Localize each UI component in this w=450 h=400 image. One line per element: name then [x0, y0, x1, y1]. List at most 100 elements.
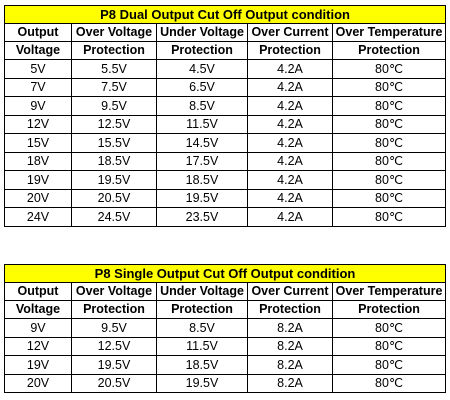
cell-under-voltage: 6.5V: [156, 77, 248, 97]
column-header-over-voltage: Over Voltage: [71, 23, 157, 42]
cell-under-voltage: 19.5V: [156, 188, 248, 208]
cell-over-temperature: 80℃: [331, 207, 447, 227]
cell-over-temperature: 80℃: [331, 336, 447, 356]
single-output-table: P8 Single Output Cut Off Output conditio…: [3, 264, 447, 393]
column-header-over-temperature: Over Temperature: [331, 23, 447, 42]
table-row: 7V 7.5V 6.5V 4.2A 80℃: [4, 77, 447, 97]
header-row: Output Over Voltage Under Voltage Over C…: [4, 23, 447, 42]
column-header-voltage: Voltage: [4, 300, 72, 319]
cell-over-current: 8.2A: [247, 318, 333, 338]
cell-over-temperature: 80℃: [331, 96, 447, 116]
cell-over-current: 4.2A: [247, 151, 333, 171]
cell-under-voltage: 23.5V: [156, 207, 248, 227]
cell-output-voltage: 12V: [4, 336, 72, 356]
table-row: 12V 12.5V 11.5V 8.2A 80℃: [4, 336, 447, 356]
cell-over-voltage: 15.5V: [71, 133, 157, 153]
column-header-protection: Protection: [71, 41, 157, 60]
column-header-protection: Protection: [331, 300, 447, 319]
table-row: 19V 19.5V 18.5V 8.2A 80℃: [4, 355, 447, 375]
table-row: 19V 19.5V 18.5V 4.2A 80℃: [4, 170, 447, 190]
cell-over-temperature: 80℃: [331, 318, 447, 338]
cell-output-voltage: 9V: [4, 96, 72, 116]
cell-output-voltage: 19V: [4, 170, 72, 190]
cell-over-voltage: 19.5V: [71, 170, 157, 190]
table-title: P8 Dual Output Cut Off Output condition: [3, 5, 447, 24]
cell-output-voltage: 19V: [4, 355, 72, 375]
column-header-under-voltage: Under Voltage: [156, 23, 248, 42]
column-header-protection: Protection: [156, 41, 248, 60]
table-row: 24V 24.5V 23.5V 4.2A 80℃: [4, 207, 447, 227]
table-row: 15V 15.5V 14.5V 4.2A 80℃: [4, 133, 447, 153]
table-row: 20V 20.5V 19.5V 8.2A 80℃: [4, 373, 447, 393]
cell-under-voltage: 11.5V: [156, 336, 248, 356]
cell-over-voltage: 20.5V: [71, 373, 157, 393]
cell-under-voltage: 4.5V: [156, 59, 248, 79]
cell-over-voltage: 9.5V: [71, 96, 157, 116]
cell-under-voltage: 18.5V: [156, 355, 248, 375]
cell-under-voltage: 17.5V: [156, 151, 248, 171]
column-header-protection: Protection: [71, 300, 157, 319]
column-header-over-current: Over Current: [247, 23, 333, 42]
cell-over-voltage: 19.5V: [71, 355, 157, 375]
table-title: P8 Single Output Cut Off Output conditio…: [3, 264, 447, 283]
column-header-protection: Protection: [247, 41, 333, 60]
cell-over-current: 4.2A: [247, 114, 333, 134]
cell-over-voltage: 24.5V: [71, 207, 157, 227]
column-header-protection: Protection: [331, 41, 447, 60]
table-row: 9V 9.5V 8.5V 4.2A 80℃: [4, 96, 447, 116]
cell-output-voltage: 24V: [4, 207, 72, 227]
cell-over-temperature: 80℃: [331, 188, 447, 208]
cell-output-voltage: 20V: [4, 188, 72, 208]
cell-under-voltage: 8.5V: [156, 318, 248, 338]
cell-over-temperature: 80℃: [331, 373, 447, 393]
cell-under-voltage: 18.5V: [156, 170, 248, 190]
cell-over-temperature: 80℃: [331, 151, 447, 171]
cell-under-voltage: 8.5V: [156, 96, 248, 116]
cell-output-voltage: 15V: [4, 133, 72, 153]
table-row: 18V 18.5V 17.5V 4.2A 80℃: [4, 151, 447, 171]
cell-over-current: 4.2A: [247, 59, 333, 79]
cell-under-voltage: 19.5V: [156, 373, 248, 393]
column-header-over-current: Over Current: [247, 282, 333, 301]
cell-over-current: 8.2A: [247, 373, 333, 393]
header-row: Voltage Protection Protection Protection…: [4, 41, 447, 60]
column-header-protection: Protection: [247, 300, 333, 319]
cell-over-voltage: 20.5V: [71, 188, 157, 208]
column-header-over-temperature: Over Temperature: [331, 282, 447, 301]
header-row: Output Over Voltage Under Voltage Over C…: [4, 282, 447, 301]
cell-output-voltage: 9V: [4, 318, 72, 338]
table-row: 5V 5.5V 4.5V 4.2A 80℃: [4, 59, 447, 79]
cell-over-current: 8.2A: [247, 355, 333, 375]
cell-over-temperature: 80℃: [331, 59, 447, 79]
header-row: Voltage Protection Protection Protection…: [4, 300, 447, 319]
cell-over-current: 4.2A: [247, 133, 333, 153]
dual-output-table: P8 Dual Output Cut Off Output condition …: [3, 5, 447, 227]
column-header-under-voltage: Under Voltage: [156, 282, 248, 301]
cell-over-voltage: 7.5V: [71, 77, 157, 97]
cell-over-current: 4.2A: [247, 77, 333, 97]
cell-output-voltage: 18V: [4, 151, 72, 171]
cell-over-voltage: 12.5V: [71, 114, 157, 134]
column-header-protection: Protection: [156, 300, 248, 319]
cell-output-voltage: 12V: [4, 114, 72, 134]
cell-under-voltage: 11.5V: [156, 114, 248, 134]
cell-output-voltage: 20V: [4, 373, 72, 393]
cell-over-temperature: 80℃: [331, 133, 447, 153]
cell-over-voltage: 18.5V: [71, 151, 157, 171]
table-row: 20V 20.5V 19.5V 4.2A 80℃: [4, 188, 447, 208]
cell-output-voltage: 5V: [4, 59, 72, 79]
table-row: 12V 12.5V 11.5V 4.2A 80℃: [4, 114, 447, 134]
cell-over-voltage: 9.5V: [71, 318, 157, 338]
column-header-output: Output: [4, 282, 72, 301]
cell-over-current: 4.2A: [247, 96, 333, 116]
cell-over-temperature: 80℃: [331, 114, 447, 134]
cell-under-voltage: 14.5V: [156, 133, 248, 153]
column-header-over-voltage: Over Voltage: [71, 282, 157, 301]
cell-over-temperature: 80℃: [331, 170, 447, 190]
cell-output-voltage: 7V: [4, 77, 72, 97]
cell-over-current: 4.2A: [247, 207, 333, 227]
column-header-output: Output: [4, 23, 72, 42]
cell-over-current: 4.2A: [247, 188, 333, 208]
cell-over-voltage: 12.5V: [71, 336, 157, 356]
cell-over-temperature: 80℃: [331, 77, 447, 97]
